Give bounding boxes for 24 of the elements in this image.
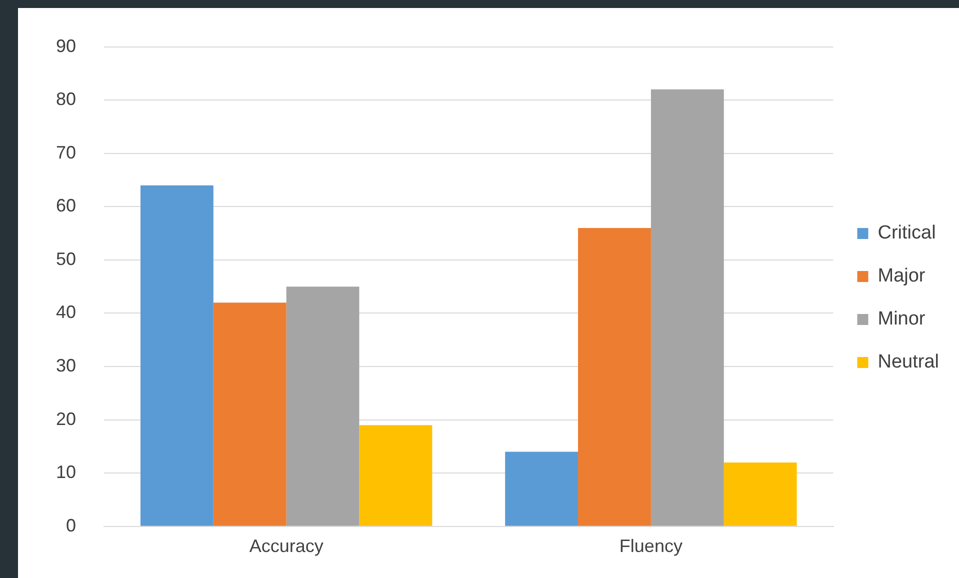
y-tick-label: 30 [56,356,76,376]
bar [650,89,724,526]
bar [578,228,651,526]
bar [724,462,797,526]
y-tick-label: 10 [56,462,76,482]
y-tick-label: 40 [56,302,76,322]
legend-label: Neutral [878,352,939,373]
bar [140,185,214,526]
bar [505,452,578,526]
x-tick-label: Accuracy [249,536,324,556]
x-tick-label: Fluency [619,536,682,556]
bar [213,302,286,526]
bar [359,425,432,526]
legend-label: Major [878,266,926,287]
y-tick-label: 50 [56,248,76,269]
y-tick-label: 90 [56,36,76,56]
y-tick-label: 0 [66,515,76,536]
y-tick-label: 70 [56,142,76,162]
y-tick-label: 80 [56,89,76,110]
legend-label: Minor [878,308,926,330]
legend-label: Critical [878,222,936,244]
y-tick-label: 20 [56,408,76,429]
bar [286,286,360,526]
y-tick-label: 60 [56,196,76,216]
